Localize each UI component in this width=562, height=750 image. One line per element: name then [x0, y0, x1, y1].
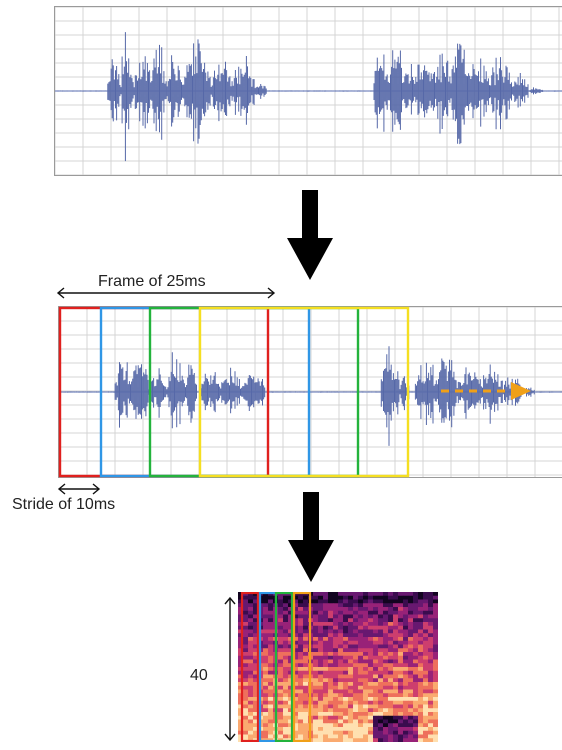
- spectrogram: [238, 592, 438, 742]
- feature-count-label: 40: [190, 667, 208, 684]
- frame-blue: [99, 306, 311, 478]
- framed-waveform: [59, 307, 562, 477]
- frame-overlay: [58, 306, 410, 478]
- spectrogram-frame-orange: [292, 592, 312, 742]
- stride-label: Stride of 10ms: [12, 496, 116, 513]
- top-waveform-panel: [54, 6, 562, 176]
- stride-double-arrow-icon: [57, 483, 101, 495]
- spectrogram-frame-red: [240, 592, 260, 742]
- frame-yellow: [198, 306, 410, 478]
- frame-label: Frame of 25ms: [98, 273, 206, 290]
- waveform-trace: [55, 32, 562, 162]
- frame-length-double-arrow-icon: [56, 287, 276, 299]
- top-waveform: [55, 7, 562, 175]
- vertical-double-arrow-icon: [224, 596, 236, 742]
- waveform-trace: [59, 346, 562, 446]
- frame-red: [58, 306, 270, 478]
- down-arrow-icon: [287, 190, 333, 280]
- spectrogram-cells: [238, 592, 438, 742]
- grid-lines: [59, 307, 562, 477]
- dashed-right-arrow-icon: [441, 382, 531, 400]
- spectrogram-frame-green: [274, 592, 294, 742]
- frame-green: [148, 306, 360, 478]
- down-arrow-icon: [288, 492, 334, 582]
